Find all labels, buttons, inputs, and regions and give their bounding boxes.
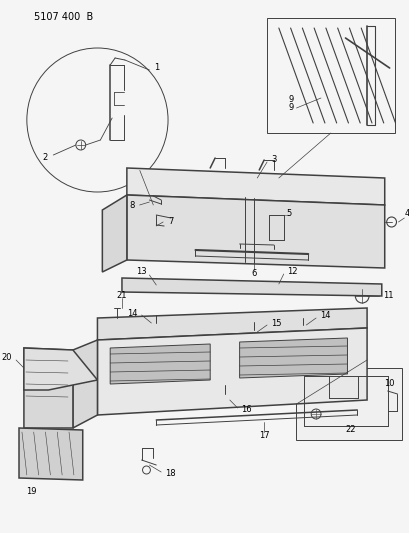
- Polygon shape: [24, 348, 97, 390]
- Polygon shape: [97, 328, 366, 415]
- Text: 10: 10: [383, 378, 393, 387]
- Polygon shape: [126, 168, 384, 205]
- Text: 12: 12: [286, 266, 297, 276]
- Text: 9: 9: [288, 95, 293, 104]
- Text: 18: 18: [165, 470, 175, 479]
- Text: 6: 6: [251, 270, 256, 279]
- Polygon shape: [24, 348, 73, 428]
- Text: 14: 14: [319, 311, 330, 320]
- Ellipse shape: [148, 203, 202, 253]
- Ellipse shape: [144, 198, 207, 258]
- Text: 17: 17: [258, 432, 269, 440]
- Text: 14: 14: [127, 309, 137, 318]
- Text: 15: 15: [270, 319, 281, 327]
- Text: 7: 7: [168, 217, 173, 227]
- Polygon shape: [102, 195, 126, 272]
- Text: 5107 400  B: 5107 400 B: [34, 12, 93, 22]
- Polygon shape: [97, 308, 366, 340]
- Polygon shape: [110, 344, 210, 384]
- Polygon shape: [73, 340, 97, 428]
- Text: 8: 8: [129, 200, 135, 209]
- Ellipse shape: [300, 205, 364, 265]
- Polygon shape: [239, 338, 346, 378]
- Polygon shape: [19, 428, 83, 480]
- Polygon shape: [121, 278, 381, 296]
- Text: 5: 5: [285, 208, 290, 217]
- Text: 2: 2: [42, 152, 47, 161]
- Text: 19: 19: [26, 488, 36, 497]
- Text: 1: 1: [154, 63, 159, 72]
- Text: 9: 9: [288, 103, 293, 112]
- Text: 16: 16: [241, 406, 252, 415]
- Text: 4: 4: [403, 208, 409, 217]
- Text: 20: 20: [2, 352, 12, 361]
- Bar: [266, 18, 393, 133]
- Text: 21: 21: [117, 290, 127, 300]
- Text: 11: 11: [382, 292, 392, 301]
- Polygon shape: [126, 195, 384, 268]
- Text: 13: 13: [135, 268, 146, 277]
- Text: 22: 22: [344, 425, 355, 434]
- Text: 3: 3: [270, 156, 276, 165]
- Bar: [296, 368, 401, 440]
- Ellipse shape: [305, 210, 359, 260]
